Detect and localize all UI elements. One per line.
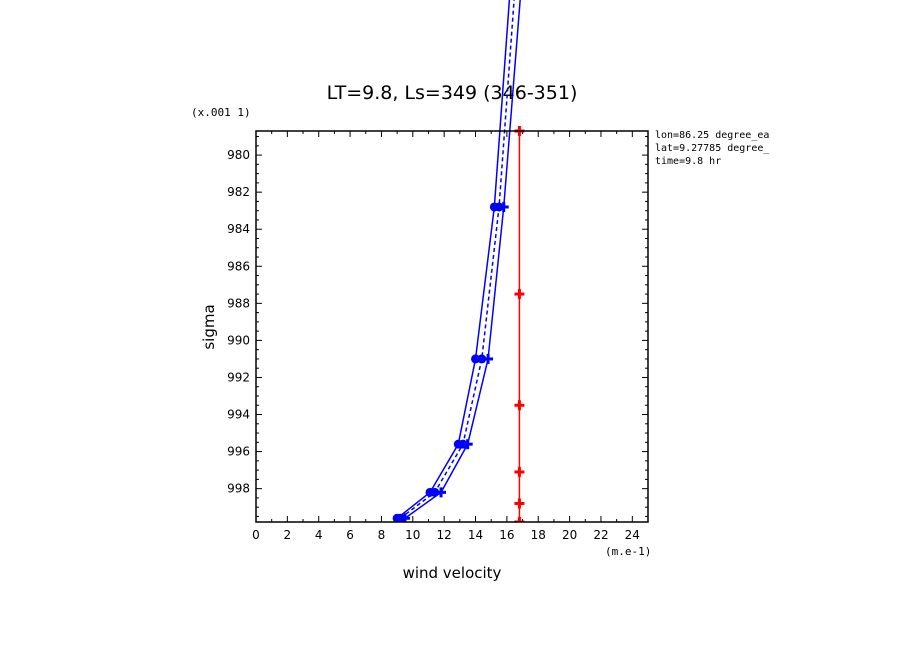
chart-title: LT=9.8, Ls=349 (346-351) bbox=[327, 82, 578, 104]
x-tick-label: 12 bbox=[437, 528, 452, 542]
info-line-lon: lon=86.25 degree_ea bbox=[655, 130, 769, 141]
y-tick-label: 998 bbox=[227, 482, 250, 496]
y-tick-label: 992 bbox=[227, 370, 250, 384]
x-tick-label: 0 bbox=[252, 528, 260, 542]
x-tick-label: 8 bbox=[378, 528, 386, 542]
y-tick-label: 994 bbox=[227, 408, 250, 422]
x-tick-label: 14 bbox=[468, 528, 483, 542]
y-axis-ticks: 980 982 984 986 988 990 992 994 996 998 bbox=[227, 136, 648, 517]
data-point bbox=[462, 439, 473, 450]
x-tick-label: 6 bbox=[346, 528, 354, 542]
y-unit-label: (x.001 1) bbox=[191, 106, 251, 119]
data-point bbox=[514, 289, 525, 300]
data-point bbox=[514, 517, 525, 522]
data-point bbox=[514, 466, 525, 477]
x-tick-label: 18 bbox=[531, 528, 546, 542]
data-point bbox=[436, 487, 447, 498]
series-line bbox=[404, 0, 521, 519]
x-axis-label: wind velocity bbox=[403, 564, 502, 582]
series-line bbox=[399, 0, 515, 519]
y-tick-label: 984 bbox=[227, 222, 250, 236]
y-tick-label: 996 bbox=[227, 445, 250, 459]
y-tick-label: 982 bbox=[227, 185, 250, 199]
data-point bbox=[483, 353, 494, 364]
series-line bbox=[396, 0, 511, 519]
series-0 bbox=[392, 0, 511, 522]
series-layer bbox=[392, 0, 525, 522]
series-2 bbox=[399, 0, 521, 522]
series-3 bbox=[514, 126, 525, 522]
info-line-lat: lat=9.27785 degree_ bbox=[655, 143, 770, 154]
data-point bbox=[498, 201, 509, 212]
x-tick-label: 16 bbox=[499, 528, 514, 542]
y-axis-label: sigma bbox=[200, 304, 218, 349]
plot-frame bbox=[255, 130, 649, 523]
x-tick-label: 22 bbox=[593, 528, 608, 542]
x-axis-ticks: 0 2 4 6 8 10 12 14 16 18 20 22 24 bbox=[252, 131, 649, 542]
y-tick-label: 986 bbox=[227, 259, 250, 273]
data-point bbox=[514, 498, 525, 509]
x-tick-label: 20 bbox=[562, 528, 577, 542]
y-tick-label: 990 bbox=[227, 333, 250, 347]
info-block: lon=86.25 degree_ea lat=9.27785 degree_ … bbox=[655, 130, 770, 167]
x-tick-label: 2 bbox=[284, 528, 292, 542]
data-point bbox=[471, 354, 481, 364]
data-point bbox=[514, 400, 525, 411]
x-unit-label: (m.e-1) bbox=[605, 545, 651, 558]
x-tick-label: 4 bbox=[315, 528, 323, 542]
x-tick-label: 24 bbox=[625, 528, 640, 542]
x-tick-label: 10 bbox=[405, 528, 420, 542]
y-tick-label: 988 bbox=[227, 296, 250, 310]
info-line-time: time=9.8 hr bbox=[655, 156, 721, 167]
y-tick-label: 980 bbox=[227, 148, 250, 162]
data-point bbox=[477, 354, 487, 364]
